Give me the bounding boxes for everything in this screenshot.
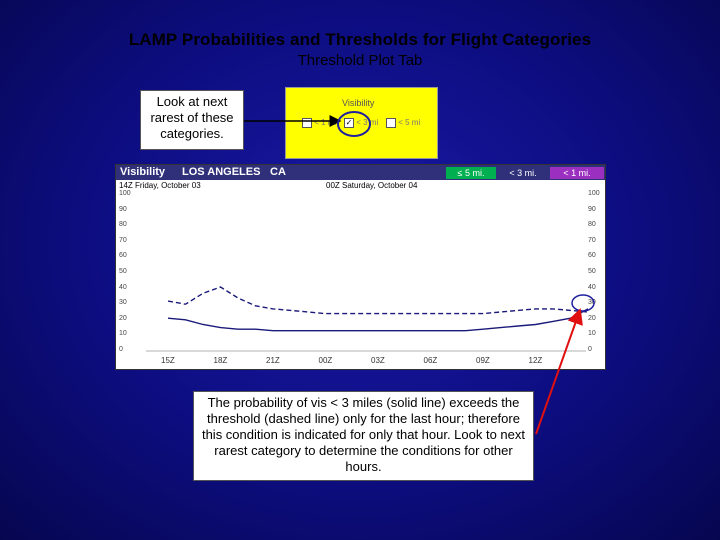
y-tick-right: 30 [588,299,596,307]
x-tick-label: 09Z [476,356,490,365]
y-tick-left: 40 [119,283,127,291]
checkbox-lt5mi[interactable] [386,118,396,128]
legend-le5mi[interactable]: ≤ 5 mi. [446,167,496,179]
callout-next-rarest: Look at next rarest of these categories. [140,90,244,150]
y-tick-left: 30 [119,299,127,307]
y-tick-left: 10 [119,330,127,338]
x-tick-label: 00Z [318,356,333,365]
plot-header: Visibility LOS ANGELES CA ≤ 5 mi. < 3 mi… [116,165,605,180]
slide-title: LAMP Probabilities and Thresholds for Fl… [128,30,592,49]
y-tick-right: 20 [588,314,596,322]
y-tick-left: 80 [119,221,127,229]
y-tick-right: 0 [588,346,592,353]
checkbox-lt1mi[interactable] [302,118,312,128]
option-lt5mi-label: < 5 mi [398,118,421,128]
option-lt3mi-label: < 3 mi [356,118,379,128]
y-tick-right: 60 [588,252,596,260]
legend-lt1mi[interactable]: < 1 mi. [550,167,604,179]
option-lt3mi[interactable]: ✓ < 3 mi [344,118,378,128]
option-lt1mi-label: < 1 mi [314,118,337,128]
checkbox-lt3mi-checked[interactable]: ✓ [344,118,354,128]
plot-canvas [146,286,595,352]
plot-state-label: CA [270,166,286,178]
y-tick-left: 0 [119,346,123,353]
y-tick-left: 70 [119,236,127,244]
y-tick-right: 70 [588,236,596,244]
x-tick-label: 15Z [161,356,175,365]
y-tick-right: 10 [588,330,596,338]
y-tick-right: 90 [588,205,596,213]
date-start-label: 14Z Friday, October 03 [119,181,201,190]
x-tick-label: 21Z [266,356,280,365]
series-dashed-line [167,286,589,315]
y-tick-right: 40 [588,283,596,291]
y-tick-left: 50 [119,268,127,275]
threshold-plot: Visibility LOS ANGELES CA ≤ 5 mi. < 3 mi… [115,164,606,370]
slide-subtitle: Threshold Plot Tab [297,52,423,69]
y-tick-left: 20 [119,314,127,322]
y-tick-right: 50 [588,268,596,275]
y-tick-right: 80 [588,221,596,229]
x-tick-label: 18Z [213,356,228,365]
option-lt1mi[interactable]: < 1 mi [302,118,336,128]
visibility-selector-title: Visibility [342,98,375,108]
x-tick-label: 06Z [423,356,438,365]
callout-explanation: The probability of vis < 3 miles (solid … [193,391,534,481]
plot-element-label: Visibility [120,166,166,178]
option-lt5mi[interactable]: < 5 mi [386,118,420,128]
y-tick-left: 60 [119,252,127,260]
date-mid-label: 00Z Saturday, October 04 [326,181,418,190]
x-tick-label: 03Z [371,356,385,365]
legend-lt3mi[interactable]: < 3 mi. [498,167,548,179]
plot-station-label: LOS ANGELES [182,166,261,178]
series-solid-line [167,308,589,332]
visibility-selector-panel: Visibility < 1 mi ✓ < 3 mi < 5 mi [285,87,438,159]
highlight-circle [571,294,595,312]
y-tick-left: 90 [119,205,127,213]
y-tick-right: 100 [588,190,600,197]
y-tick-left: 100 [119,190,131,197]
